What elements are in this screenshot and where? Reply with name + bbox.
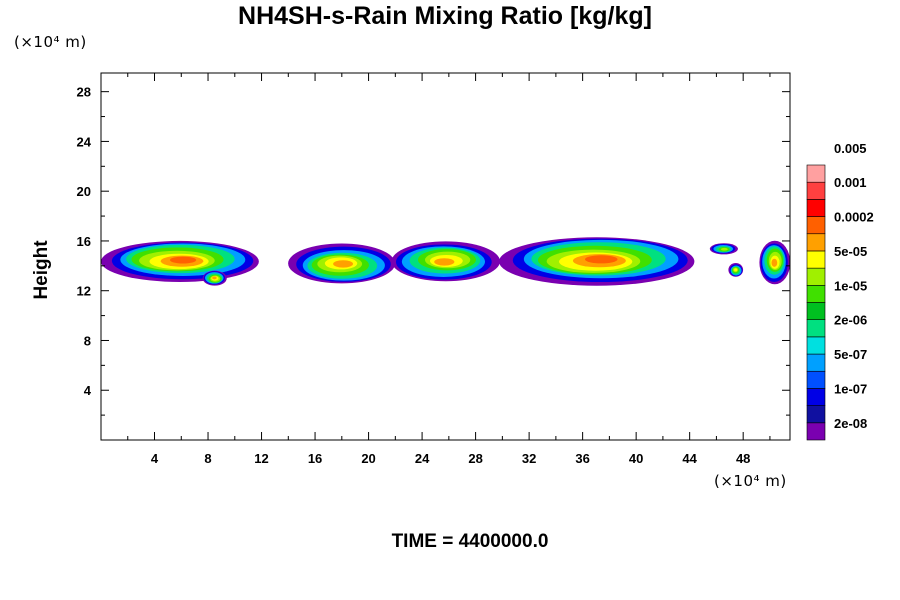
legend-label: 0.001 <box>834 175 867 190</box>
y-tick-label: 12 <box>77 284 91 299</box>
y-axis-unit: (×10⁴ m) <box>14 33 87 51</box>
legend-swatch <box>806 336 826 355</box>
y-tick-label: 24 <box>77 134 92 149</box>
legend-swatch <box>806 181 826 200</box>
legend-swatch <box>806 422 826 441</box>
cloud-cell <box>499 237 695 286</box>
legend-swatch <box>806 388 826 406</box>
x-tick-label: 12 <box>254 451 268 466</box>
plot-content <box>101 237 790 286</box>
legend-swatch <box>806 405 826 424</box>
legend-label: 0.0002 <box>834 210 874 225</box>
plot-frame <box>100 72 791 441</box>
legend: 2e-08 1e-07 5e-07 2e-06 1e-05 5e-05 0.0002 0.00… <box>806 141 874 441</box>
legend-swatch <box>806 353 826 372</box>
legend-swatch <box>806 285 826 303</box>
x-tick-label: 24 <box>415 451 430 466</box>
legend-label: 2e-08 <box>834 416 867 431</box>
legend-label: 5e-07 <box>834 347 867 362</box>
cloud-cell <box>709 243 738 255</box>
x-tick-label: 32 <box>522 451 536 466</box>
x-tick-label: 44 <box>682 451 697 466</box>
chart-title: NH4SH-s-Rain Mixing Ratio [kg/kg] <box>238 2 652 30</box>
legend-swatch <box>806 164 826 183</box>
contour-level <box>434 258 455 266</box>
legend-swatch <box>806 233 826 252</box>
legend-swatch <box>806 216 826 235</box>
cloud-cell <box>101 240 259 282</box>
x-tick-label: 48 <box>736 451 750 466</box>
x-tick-label: 16 <box>308 451 322 466</box>
legend-label: 1e-07 <box>834 381 867 396</box>
contour-level <box>584 255 618 264</box>
contour-level <box>771 258 778 267</box>
legend-label: 0.005 <box>834 141 867 156</box>
y-tick-label: 20 <box>77 184 91 199</box>
y-tick-label: 28 <box>77 85 91 100</box>
legend-swatch <box>806 267 826 286</box>
x-tick-label: 36 <box>575 451 589 466</box>
legend-label: 1e-05 <box>834 278 867 293</box>
legend-swatch <box>806 319 826 338</box>
legend-swatch <box>806 199 826 217</box>
x-tick-label: 8 <box>204 451 211 466</box>
contour-level <box>169 256 197 264</box>
contour-level <box>212 276 217 280</box>
x-tick-label: 4 <box>151 451 159 466</box>
x-axis-unit: (×10⁴ m) <box>714 472 787 490</box>
legend-swatch <box>806 302 826 320</box>
x-tick-label: 20 <box>361 451 375 466</box>
y-tick-label: 16 <box>77 234 91 249</box>
cloud-cell <box>391 241 500 282</box>
cloud-cell <box>759 240 790 285</box>
legend-swatch <box>806 370 826 389</box>
legend-label: 5e-05 <box>834 244 867 259</box>
time-label: TIME = 4400000.0 <box>391 531 549 552</box>
y-tick-label: 4 <box>84 383 92 398</box>
cloud-cell <box>202 270 227 286</box>
contour-level <box>333 260 354 268</box>
x-tick-label: 28 <box>468 451 482 466</box>
cloud-cell <box>728 263 744 277</box>
legend-label: 2e-06 <box>834 313 867 328</box>
legend-swatch <box>806 250 826 269</box>
y-tick-label: 8 <box>84 333 91 348</box>
cloud-cell <box>288 243 396 284</box>
contour-level <box>734 268 738 272</box>
contour-level <box>720 247 728 251</box>
x-tick-label: 40 <box>629 451 643 466</box>
